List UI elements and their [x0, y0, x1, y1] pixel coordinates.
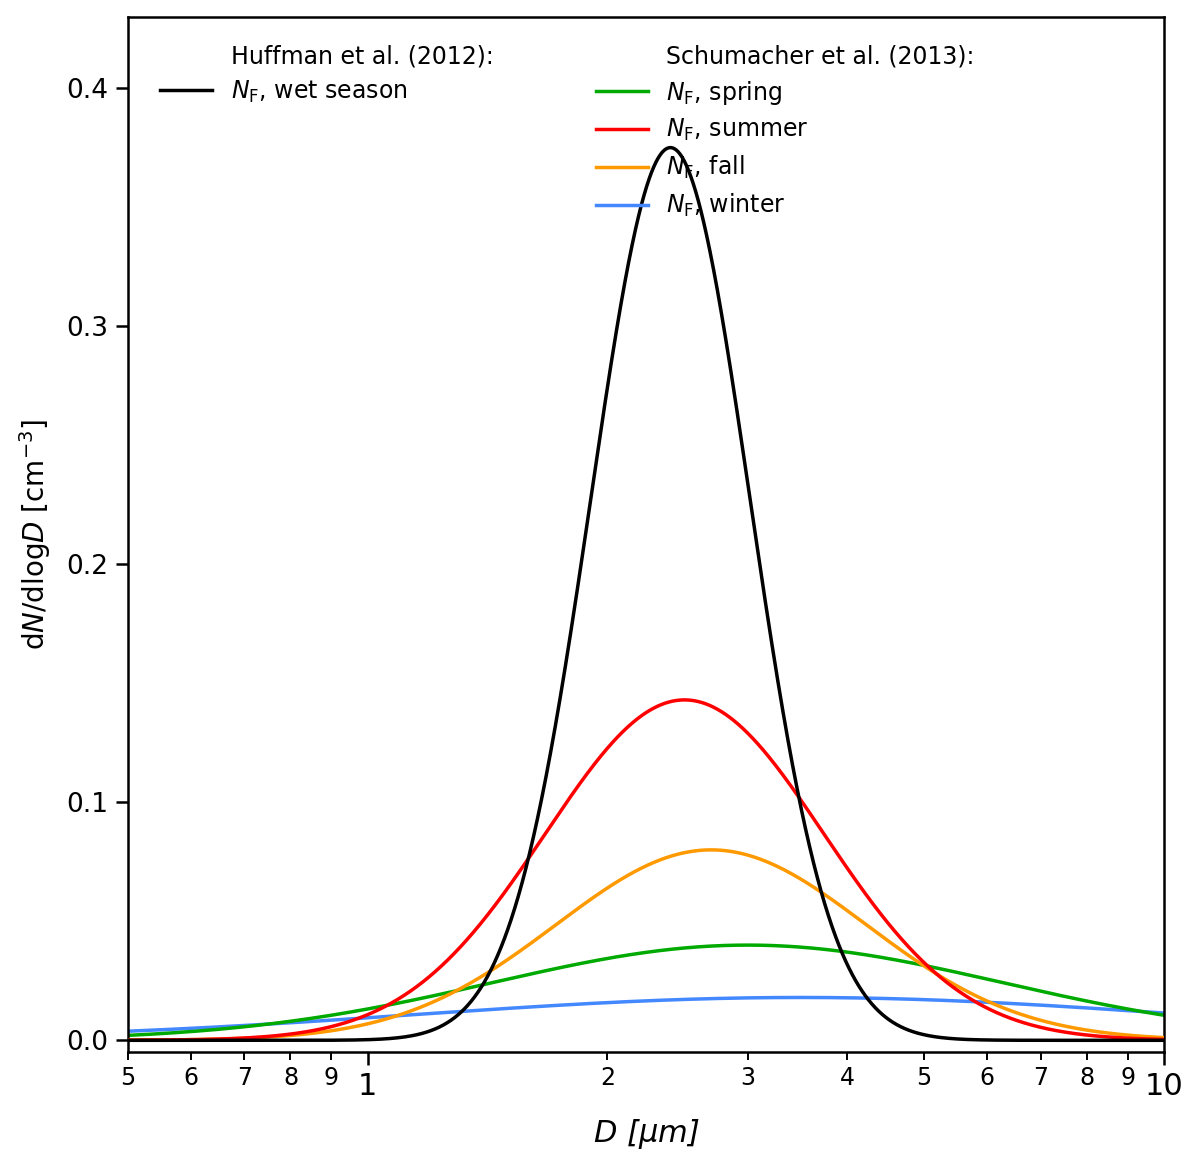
- X-axis label: $D$ [μm]: $D$ [μm]: [593, 1118, 700, 1152]
- Y-axis label: d$N$/dlog$D$ [cm$^{-3}$]: d$N$/dlog$D$ [cm$^{-3}$]: [17, 419, 53, 651]
- Legend: Schumacher et al. (2013):, $N_\mathrm{F}$, spring, $N_\mathrm{F}$, summer, $N_\m: Schumacher et al. (2013):, $N_\mathrm{F}…: [595, 44, 974, 220]
